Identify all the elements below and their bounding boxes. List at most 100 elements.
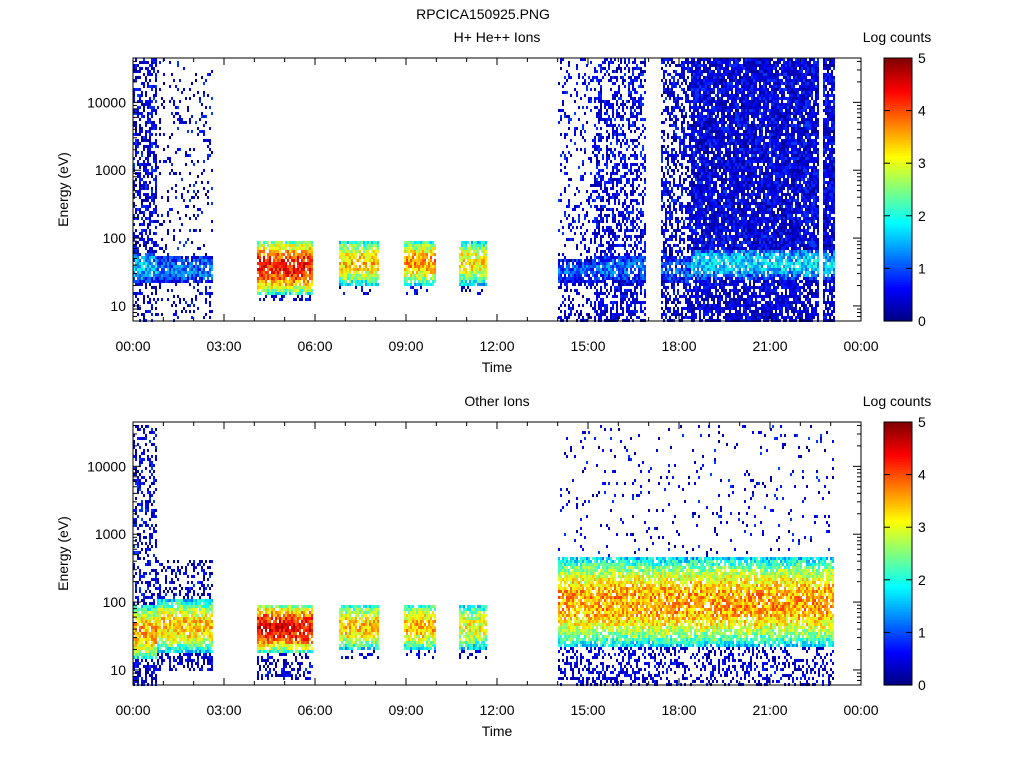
data-cell [602,157,604,160]
data-cell [723,142,725,145]
data-cell [632,199,634,202]
data-cell [151,142,153,145]
data-cell [709,130,711,133]
data-cell [721,67,723,70]
data-cell [669,79,671,82]
data-cell [717,199,719,202]
data-cell [169,208,171,211]
data-cell [741,64,743,67]
data-cell [733,157,735,160]
data-cell [751,127,753,130]
data-cell [737,196,739,199]
data-cell [685,79,687,82]
data-cell [773,187,775,190]
data-cell [749,91,751,94]
data-cell [673,157,675,160]
data-cell [825,133,827,136]
data-cell [620,178,622,181]
data-cell [801,127,803,130]
data-cell [827,133,829,136]
data-cell [829,151,831,154]
data-cell [775,184,777,187]
data-cell [600,70,602,73]
data-cell [600,187,602,190]
data-cell [713,151,715,154]
data-cell [785,97,787,100]
data-cell [195,121,197,124]
data-cell [757,214,759,217]
data-cell [807,88,809,91]
data-cell [703,76,705,79]
data-cell [749,79,751,82]
data-cell [751,139,753,142]
data-cell [727,76,729,79]
data-cell [761,181,763,184]
data-cell [640,211,642,214]
data-cell [749,169,751,172]
data-cell [795,67,797,70]
data-cell [791,64,793,67]
data-cell [785,208,787,211]
data-cell [632,88,634,91]
data-cell [175,196,177,199]
data-cell [564,172,566,175]
data-cell [729,103,731,106]
data-cell [147,208,149,211]
data-cell [825,172,827,175]
data-cell [731,85,733,88]
data-cell [741,160,743,163]
data-cell [695,202,697,205]
data-cell [713,157,715,160]
data-cell [703,109,705,112]
data-cell [797,154,799,157]
data-cell [781,73,783,76]
data-cell [743,214,745,217]
data-cell [803,88,805,91]
data-cell [711,211,713,214]
data-cell [767,130,769,133]
data-cell [151,67,153,70]
data-cell [791,94,793,97]
data-cell [141,115,143,118]
data-cell [701,97,703,100]
data-cell [137,64,139,67]
data-cell [705,148,707,151]
data-cell [791,91,793,94]
data-cell [761,64,763,67]
data-cell [582,82,584,85]
data-cell [783,154,785,157]
data-cell [620,97,622,100]
data-cell [777,214,779,217]
data-cell [630,130,632,133]
data-cell [665,181,667,184]
data-cell [785,85,787,88]
data-cell [755,103,757,106]
data-cell [731,178,733,181]
data-cell [761,184,763,187]
data-cell [153,193,155,196]
data-cell [699,64,701,67]
data-cell [703,64,705,67]
data-cell [787,166,789,169]
data-cell [620,67,622,70]
data-cell [695,79,697,82]
data-cell [701,187,703,190]
data-cell [568,127,570,130]
data-cell [795,208,797,211]
data-cell [737,94,739,97]
data-cell [630,172,632,175]
data-cell [632,154,634,157]
data-cell [747,127,749,130]
data-cell [598,79,600,82]
data-cell [769,145,771,148]
data-cell [807,184,809,187]
data-cell [779,79,781,82]
data-cell [711,202,713,205]
data-cell [614,133,616,136]
data-cell [831,163,833,166]
data-cell [763,67,765,70]
data-cell [193,205,195,208]
data-cell [789,157,791,160]
data-cell [701,127,703,130]
data-cell [799,94,801,97]
